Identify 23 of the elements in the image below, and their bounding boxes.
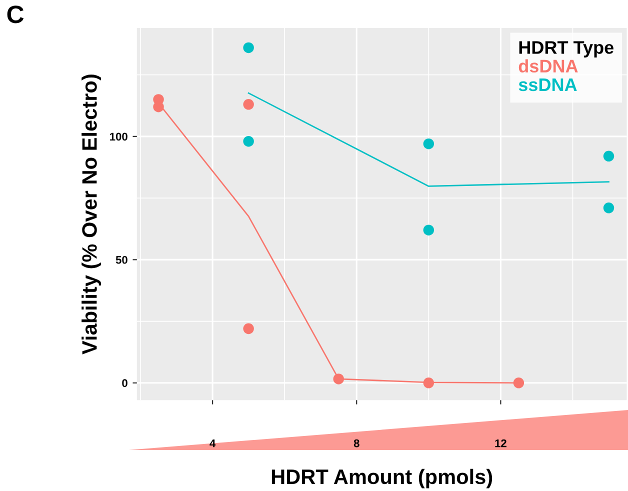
x-tick-label: 12 [495,439,506,448]
legend-title: HDRT Type [519,41,614,58]
text: ssDNA [518,78,577,92]
point [243,42,254,54]
text: dsDNA [518,59,578,73]
text: C [7,6,24,24]
y-axis-title: Viability (% Over No Electro) [82,74,102,354]
x-tick-label: 4 [210,439,216,448]
x-tick-label: 8 [354,439,360,448]
y-tick-label: 100 [110,132,128,141]
point [423,224,434,236]
point [333,374,344,384]
point [513,378,524,388]
point [243,99,254,110]
point [423,378,434,388]
y-tick-label: 50 [116,256,128,264]
point [243,136,254,147]
y-tick-label: 0 [122,379,128,388]
x-axis-title: HDRT Amount (pmols) [272,468,492,488]
point [603,150,614,162]
point [243,323,254,334]
point [603,202,614,214]
point [423,138,434,150]
